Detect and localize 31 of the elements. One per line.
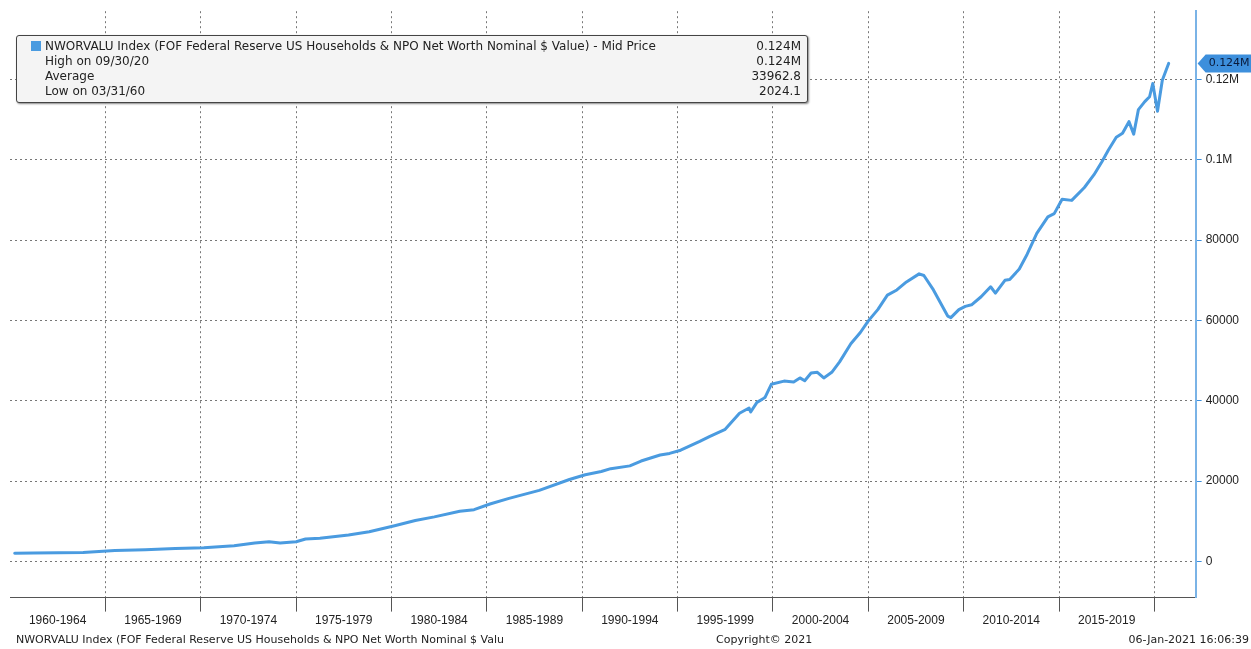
legend-label: NWORVALU Index (FOF Federal Reserve US Households & NPO Net Worth Nominal $ Value) - Mid Price <box>44 39 656 54</box>
x-tick-label: 2015-2019 <box>1077 613 1136 628</box>
y-tick-label: 0.12M <box>1205 71 1239 86</box>
x-tick-label: 1960-1964 <box>28 613 87 628</box>
text: 06-Jan-2021 16:06:39 <box>1128 633 1249 646</box>
x-tick-label: 2005-2009 <box>887 613 945 628</box>
annotation: Low on 03/31/60 <box>44 84 146 99</box>
x-tick-label: 1980-1984 <box>410 613 469 628</box>
annotation: 0.124M <box>756 54 801 69</box>
x-tick-label: 2000-2004 <box>791 613 850 628</box>
annotation: High on 09/30/20 <box>44 54 150 69</box>
annotation: 33962.8 <box>751 69 801 84</box>
text: Copyright© 2021 <box>716 633 813 646</box>
x-tick-label: 1995-1999 <box>696 613 755 628</box>
annotation: 2024.1 <box>759 84 801 99</box>
y-tick-label: 40000 <box>1205 393 1240 408</box>
y-tick-label: 20000 <box>1205 473 1240 488</box>
annotation: Average <box>44 69 95 84</box>
y-tick-label: 0 <box>1205 553 1213 568</box>
x-tick-label: 1985-1989 <box>505 613 564 628</box>
y-tick-label: 60000 <box>1205 312 1240 327</box>
y-tick-label: 0.1M <box>1205 152 1233 167</box>
y-tick-label: 80000 <box>1205 232 1240 247</box>
x-tick-label: 2010-2014 <box>982 613 1041 628</box>
x-tick-label: 1970-1974 <box>219 613 278 628</box>
text: NWORVALU Index (FOF Federal Reserve US Households & NPO Net Worth Nominal $ Valu <box>16 633 504 646</box>
annotation: 0.124M <box>756 39 801 54</box>
text: 0.124M <box>1208 56 1250 70</box>
x-tick-label: 1990-1994 <box>601 613 659 628</box>
x-tick-label: 1965-1969 <box>124 613 182 628</box>
x-tick-label: 1975-1979 <box>315 613 373 628</box>
